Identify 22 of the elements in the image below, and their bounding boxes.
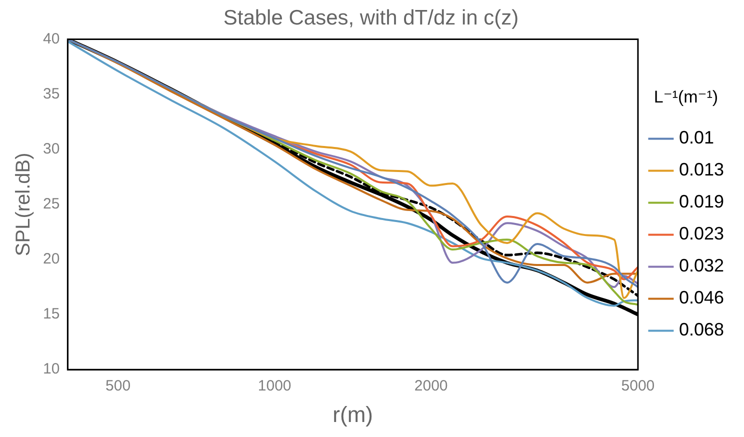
x-tick-label: 500 — [106, 378, 131, 395]
y-tick-label: 30 — [42, 140, 60, 158]
y-tick-label: 35 — [42, 85, 60, 102]
legend-label: 0.019 — [678, 192, 724, 212]
y-tick-label: 15 — [42, 306, 60, 323]
legend-label: 0.01 — [678, 128, 714, 148]
x-tick-label: 1000 — [258, 378, 292, 395]
y-tick-label: 40 — [42, 30, 60, 48]
y-axis-title: SPL(rel.dB) — [12, 152, 35, 256]
legend-title: L⁻¹(m⁻¹) — [654, 87, 718, 106]
x-tick-label: 2000 — [414, 378, 448, 395]
x-axis-title: r(m) — [332, 402, 373, 427]
legend-label: 0.046 — [678, 288, 724, 308]
x-tick-label: 5000 — [621, 378, 655, 395]
legend-label: 0.013 — [678, 160, 724, 180]
chart-title: Stable Cases, with dT/dz in c(z) — [223, 6, 519, 30]
legend-label: 0.032 — [678, 256, 724, 276]
y-tick-label: 20 — [42, 250, 60, 268]
y-tick-label: 10 — [42, 360, 60, 378]
y-tick-label: 25 — [42, 196, 60, 213]
legend-label: 0.023 — [678, 224, 724, 244]
legend-label: 0.068 — [678, 320, 724, 340]
